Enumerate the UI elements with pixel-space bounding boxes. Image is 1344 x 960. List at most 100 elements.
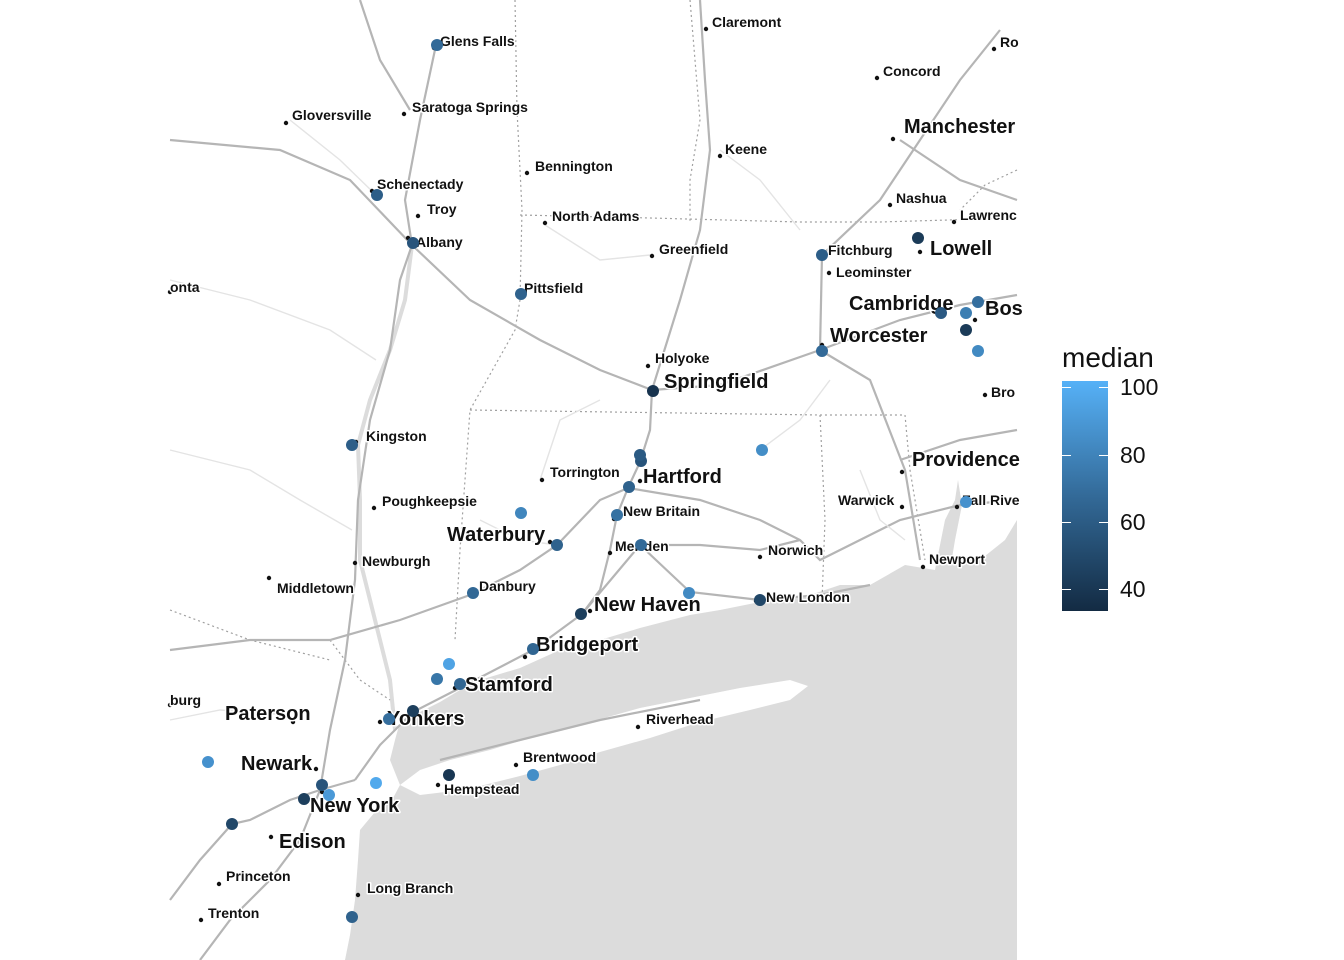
data-point-15 [816,249,828,261]
legend-title: median [1062,342,1154,373]
city-label-poughkeepsie: Poughkeepsie [382,493,477,509]
data-point-32 [226,818,238,830]
data-point-22 [683,587,695,599]
city-label-holyoke: Holyoke [655,350,710,366]
data-point-7 [623,481,635,493]
legend-tick-mark-right [1099,455,1108,456]
city-dot-middletown [266,575,272,581]
city-dot-brentwood [513,762,519,768]
data-point-38 [960,324,972,336]
legend-tick-mark-right [1099,589,1108,590]
city-label-brentwood: Brentwood [523,749,596,765]
city-dot-long-branch [355,892,361,898]
city-dot-hartford [637,478,643,484]
data-point-2 [407,237,419,249]
city-dot-trenton [198,917,204,923]
city-dot-north-adams [542,220,548,226]
city-dot-new-york [319,789,325,795]
city-label-pittsfield: Pittsfield [524,280,583,296]
data-point-23 [527,643,539,655]
city-dot-leominster [826,270,832,276]
city-label-albany: Albany [416,234,463,250]
city-label-bos: Bos [985,298,1023,320]
city-dot-nashua [887,202,893,208]
data-point-30 [298,793,310,805]
data-point-28 [323,789,335,801]
city-label-greenfield: Greenfield [659,241,728,257]
city-label-bennington: Bennington [535,158,613,174]
city-label-nashua: Nashua [896,190,947,206]
city-label-new-london: New London [766,589,850,605]
data-point-33 [346,911,358,923]
state-borders [169,0,1018,701]
city-label-burg: burg [170,692,201,708]
city-label-onta: onta [170,279,200,295]
data-point-10 [515,507,527,519]
city-label-torrington: Torrington [550,464,620,480]
city-dot-newburgh [352,560,358,566]
city-label-riverhead: Riverhead [646,711,714,727]
legend-colorbar [1062,381,1108,611]
data-points [202,39,984,923]
data-point-4 [647,385,659,397]
city-label-lowell: Lowell [930,238,992,260]
city-label-trenton: Trenton [208,905,259,921]
city-label-fall-rive: Fall Rive [962,492,1020,508]
legend-tick-label-80: 80 [1120,442,1146,468]
city-label-waterbury: Waterbury [447,524,546,546]
data-point-39 [346,439,358,451]
data-point-17 [816,345,828,357]
block-island [860,645,876,662]
city-dot-waterbury [547,539,553,545]
data-point-0 [431,39,443,51]
city-label-newburgh: Newburgh [362,553,430,569]
city-label-hartford: Hartford [643,466,722,488]
city-labels: Glens Falls Claremont Ro Concord Gloversvill… [169,13,1025,923]
city-label-warwick: Warwick [838,492,894,508]
data-point-3 [515,288,527,300]
city-label-worcester: Worcester [830,325,928,347]
data-point-29 [316,779,328,791]
legend-tick-mark-left [1062,589,1071,590]
data-point-12 [467,587,479,599]
data-point-26 [443,658,455,670]
city-label-long-branch: Long Branch [367,880,453,896]
city-label-newport: Newport [929,551,985,567]
city-label-danbury: Danbury [479,578,536,594]
city-label-paterson: Paterson [225,703,311,725]
legend-tick-mark-left [1062,455,1071,456]
city-dot-newark [313,766,319,772]
data-point-14 [754,594,766,606]
city-label-manchester: Manchester [904,116,1015,138]
city-dot-poughkeepsie [371,505,377,511]
city-dot-princeton [216,881,222,887]
city-dot-providence [899,469,905,475]
city-dot-riverhead [635,724,641,730]
city-dot-bridgeport [522,654,528,660]
city-label-yonkers: Yonkers [387,708,464,730]
city-label-claremont: Claremont [712,14,782,30]
city-label-new-haven: New Haven [594,594,701,616]
data-point-36 [527,769,539,781]
data-point-40 [634,449,646,461]
city-label-saratoga-springs: Saratoga Springs [412,99,528,115]
city-label-newark: Newark [241,753,313,775]
city-label-keene: Keene [725,141,767,157]
city-dot-bro [982,392,988,398]
data-point-5 [756,444,768,456]
data-point-41 [960,496,972,508]
city-label-stamford: Stamford [465,674,553,696]
city-label-new-york: New York [310,795,400,817]
data-point-37 [443,769,455,781]
legend-tick-mark-right [1099,522,1108,523]
city-dot-burg [167,702,173,708]
data-point-34 [407,705,419,717]
data-point-9 [635,539,647,551]
city-dot-onta [167,289,173,295]
basemap [169,0,1018,960]
city-dot-claremont [703,26,709,32]
long-island [400,680,808,795]
data-point-25 [431,673,443,685]
data-point-16 [912,232,924,244]
data-point-35 [383,713,395,725]
